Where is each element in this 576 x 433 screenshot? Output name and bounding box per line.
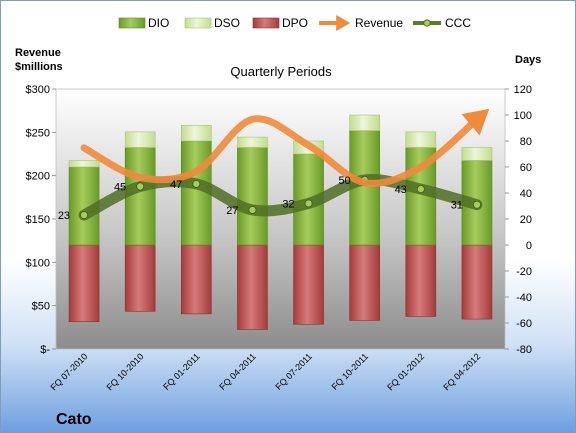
ccc-point [136, 182, 145, 191]
right-axis-tick-label: 20 [520, 214, 532, 226]
left-axis-title-line1: Revenue [15, 47, 61, 59]
ccc-data-label: 50 [338, 175, 350, 187]
bar-dso [68, 160, 100, 168]
left-axis-tick-label: $200 [26, 171, 50, 183]
ccc-data-label: 45 [114, 182, 126, 194]
bar-dpo [461, 244, 493, 320]
left-axis-tick-label: $150 [26, 214, 50, 226]
legend-label-ccc: CCC [445, 16, 471, 30]
ccc-data-label: 27 [226, 205, 238, 217]
bar-dpo [124, 244, 156, 312]
ccc-data-label: 23 [58, 210, 70, 222]
left-axis-tick-label: $100 [26, 257, 50, 269]
bar-dpo [68, 244, 100, 322]
left-axis-title-line2: $millions [15, 61, 63, 73]
ccc-point [416, 185, 425, 194]
ccc-data-label: 31 [451, 200, 463, 212]
bar-dpo [349, 244, 380, 321]
category-label: FQ 10-2010 [105, 351, 146, 392]
legend: DIO DSO DPO Revenue CCC [118, 15, 471, 31]
bar-dio [237, 147, 268, 246]
ccc-data-label: 43 [395, 184, 407, 196]
right-axis-tick-label: 120 [514, 84, 532, 96]
category-label: FQ 01-2012 [385, 351, 426, 392]
bar-dpo [405, 244, 437, 317]
bar-dpo [237, 244, 268, 330]
right-axis-tick-label: -80 [516, 344, 532, 356]
legend-swatch-dpo [252, 17, 280, 29]
legend-item-dso: DSO [184, 16, 240, 30]
ccc-point [248, 205, 257, 214]
ccc-point [304, 199, 313, 208]
right-axis-tick-label: -20 [516, 266, 532, 278]
right-axis-tick-label: 0 [526, 240, 532, 252]
right-axis-tick-label: 60 [520, 162, 532, 174]
left-axis-tick-label: $300 [26, 84, 50, 96]
left-axis-tick-label: $50 [32, 301, 50, 313]
legend-label-dpo: DPO [282, 16, 308, 30]
ccc-point [472, 200, 481, 209]
left-axis-tick-label: $- [40, 344, 50, 356]
ccc-point [192, 179, 201, 188]
bar-dpo [293, 244, 324, 325]
legend-item-revenue: Revenue [319, 15, 403, 31]
ccc-line [78, 174, 483, 221]
bar-dso [461, 147, 493, 161]
bar-dso [237, 136, 268, 148]
ccc-point [80, 211, 89, 220]
bar-dpo [181, 244, 212, 315]
legend-item-dio: DIO [118, 16, 169, 30]
legend-label-dso: DSO [214, 16, 240, 30]
legend-marker-ccc [423, 19, 431, 27]
right-axis-tick-label: -40 [516, 292, 532, 304]
bar-dso [181, 125, 212, 142]
right-axis-tick-label: 40 [520, 188, 532, 200]
legend-swatch-dso [184, 17, 212, 29]
legend-swatch-dio [118, 17, 146, 29]
chart-title: Quarterly Periods [230, 64, 332, 79]
category-label: FQ 07-2011 [273, 351, 314, 392]
right-axis-tick-label: 100 [514, 110, 532, 122]
data-labels: 23 45 47 27 32 50 43 31 [58, 175, 463, 222]
right-axis-title: Days [515, 54, 541, 66]
company-name: Cato [56, 411, 92, 428]
category-label: FQ 01-2011 [161, 351, 202, 392]
bar-dso [349, 114, 380, 131]
legend-item-ccc: CCC [413, 16, 471, 30]
legend-label-revenue: Revenue [355, 16, 403, 30]
legend-item-dpo: DPO [252, 16, 308, 30]
ccc-data-label: 47 [170, 179, 182, 191]
revenue-line [80, 108, 490, 187]
bar-dso [124, 131, 156, 148]
left-axis-tick-label: $250 [26, 127, 50, 139]
legend-label-dio: DIO [148, 16, 169, 30]
bar-dso [405, 131, 437, 148]
category-label: FQ 07-2010 [48, 351, 89, 392]
right-axis-tick-label: -60 [516, 318, 532, 330]
lines [78, 108, 490, 221]
ccc-data-label: 32 [282, 198, 294, 210]
category-label: FQ 10-2011 [330, 351, 371, 392]
category-label: FQ 04-2012 [441, 351, 482, 392]
category-label: FQ 04-2011 [217, 351, 258, 392]
right-axis-tick-label: 80 [520, 136, 532, 148]
